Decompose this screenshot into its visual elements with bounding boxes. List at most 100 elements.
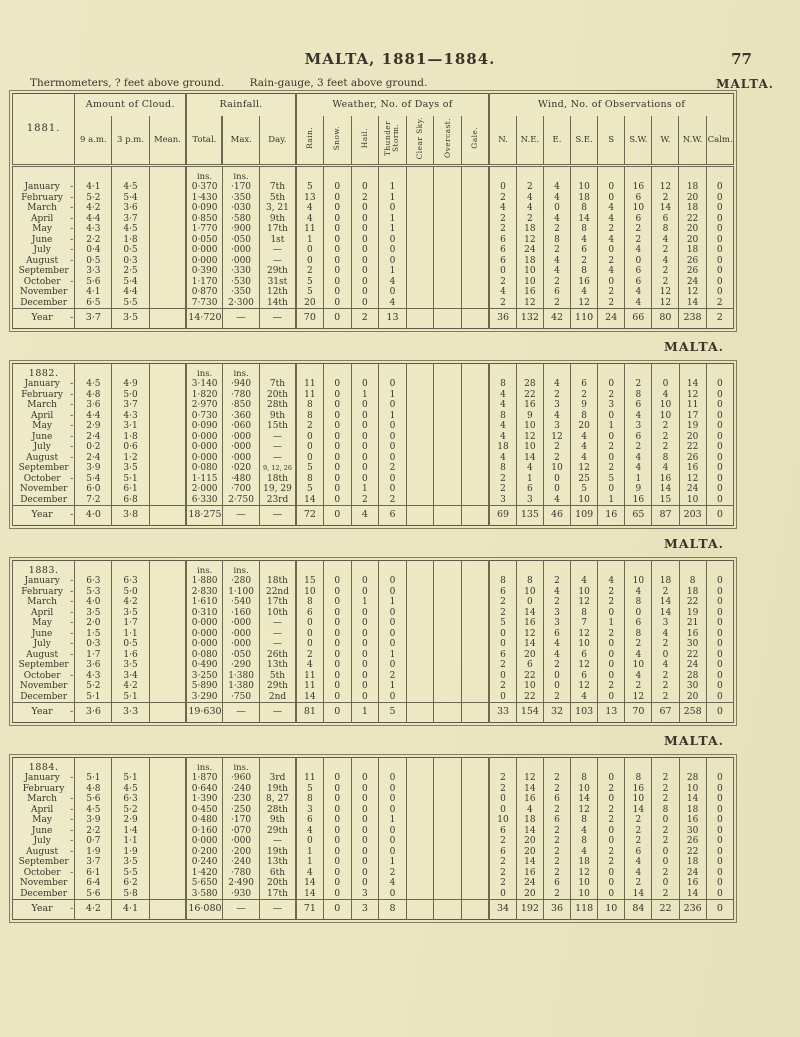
cell-weather-clear-sky [405,182,435,193]
col-header-max: Max. [221,116,261,167]
cell-wind-e: 46 [542,505,572,526]
cell-wind-s: 5 [597,473,626,484]
cell-weather-hail: 0 [350,867,380,878]
cell-weather-clear-sky [405,442,435,453]
cell-wind-nw: 24 [678,660,707,671]
cell-wind-calm: 0 [705,681,735,692]
cell-month: Year - [11,308,76,329]
cell-weather-thunderstorm: 1 [378,597,407,608]
cell-weather-snow: 0 [322,660,352,671]
month-label: August [26,452,59,463]
cell-weather-rain: 5 [294,783,324,794]
cell-wind-sw: 2 [624,878,653,889]
cell-wind-sw: 65 [624,505,653,526]
cell-rain-day: — [259,431,297,442]
cell-cloud-mean [148,484,187,495]
cell-wind-ne: 6 [515,660,544,671]
cell-cloud-9am: 3·6 [74,660,113,671]
cell-rain-total: 0·200 [185,846,223,857]
cell-rain-total: 18·275 [185,505,223,526]
cell-weather-snow-units [322,164,352,182]
cell-wind-n: 2 [488,192,517,203]
cell-wind-se: 2 [570,389,599,400]
cell-month: August - [11,649,76,660]
cell-weather-overcast [433,255,463,266]
cell-wind-nw: 24 [678,276,707,287]
cell-wind-se: 2 [570,255,599,266]
cell-rain-total: 0·490 [185,660,223,671]
month-label: Year [31,509,53,521]
cell-cloud-3pm: 6·3 [111,794,150,805]
page-head: MALTA, 1881—1884. 77 [0,50,800,68]
cell-rain-max-units: ins. [221,757,261,773]
col-header-s-w: S.W. [624,116,653,167]
cell-cloud-3pm: 5·1 [111,691,150,703]
cell-wind-s: 0 [597,182,626,193]
cell-wind-w: 87 [651,505,680,526]
cell-weather-rain: 11 [294,681,324,692]
cell-weather-snow: 0 [322,836,352,847]
cell-wind-w: 2 [651,639,680,650]
month-label: March [27,597,57,607]
cell-cloud-mean [148,203,187,214]
month-dash: - [70,867,74,878]
cell-weather-thunderstorm: 0 [378,846,407,857]
month-row: March -5·6 6·3 1·390·230 8, 27 8 0 0 0 0 16 6 14 0 10 2… [11,794,735,805]
month-dash: - [70,473,74,484]
cell-rain-max: ·540 [221,597,261,608]
cell-month: February - [11,192,76,203]
cell-wind-w: 2 [651,245,680,256]
cell-wind-se: 4 [570,287,599,298]
cell-weather-gale-units [461,757,490,773]
cell-weather-snow: 0 [322,297,352,309]
cell-wind-ne: 22 [515,389,544,400]
cell-wind-s: 0 [597,660,626,671]
month-dash: - [70,618,74,628]
cell-rain-total: 0·870 [185,287,223,298]
month-row: June -2·2 1·8 0·050·050 1st 1 0 0 0 6 12 8 4 4 2 4 20 0 [11,234,735,245]
cell-weather-gale [461,494,490,506]
cell-weather-gale [461,681,490,692]
cell-wind-nw: 16 [678,628,707,639]
cell-weather-clear-sky [405,297,435,309]
cell-wind-nw: 20 [678,224,707,235]
cell-weather-thunderstorm: 4 [378,878,407,889]
cell-wind-nw: 238 [678,308,707,329]
col-header-day: Day. [259,116,297,167]
cell-wind-n: 10 [488,815,517,826]
cell-wind-ne: 16 [515,794,544,805]
cell-cloud-9am-units [74,757,113,773]
cell-rain-max: ·240 [221,857,261,868]
cell-cloud-9am: 4·8 [74,783,113,794]
cell-wind-nw: 14 [678,794,707,805]
cell-weather-hail: 0 [350,773,380,784]
cell-wind-s: 1 [597,421,626,432]
cell-weather-hail: 1 [350,484,380,495]
cell-weather-gale [461,203,490,214]
cell-wind-e: 2 [542,836,572,847]
cell-wind-sw: 4 [624,297,653,309]
cell-wind-se: 4 [570,452,599,463]
cell-cloud-3pm: 5·5 [111,297,150,309]
month-row: September 3·6 3·5 0·490·290 13th 4 0 0 0 2 6 2 12 0 10… [11,660,735,671]
cell-weather-overcast [433,639,463,650]
cell-wind-nw: 14 [678,297,707,309]
cell-cloud-9am: 2·4 [74,452,113,463]
cell-weather-snow: 0 [322,245,352,256]
cell-wind-sw: 10 [624,576,653,587]
cell-cloud-3pm: 1·1 [111,628,150,639]
col-header-e: E. [542,116,572,167]
cell-wind-sw: 2 [624,681,653,692]
cell-cloud-mean [148,815,187,826]
cell-wind-s: 0 [597,379,626,390]
cell-weather-clear-sky [405,576,435,587]
cell-rain-day: — [259,452,297,463]
cell-rain-max: ·000 [221,639,261,650]
cell-wind-se: 10 [570,586,599,597]
cell-cloud-9am: 3·3 [74,266,113,277]
cell-weather-rain: 4 [294,660,324,671]
cell-wind-sw: 6 [624,276,653,287]
month-row: January -5·1 5·1 1·870·960 3rd 11 0 0 0 2 12 2 8 0 8 2 2… [11,773,735,784]
cell-weather-clear-sky [405,857,435,868]
cell-month: October - [11,867,76,878]
